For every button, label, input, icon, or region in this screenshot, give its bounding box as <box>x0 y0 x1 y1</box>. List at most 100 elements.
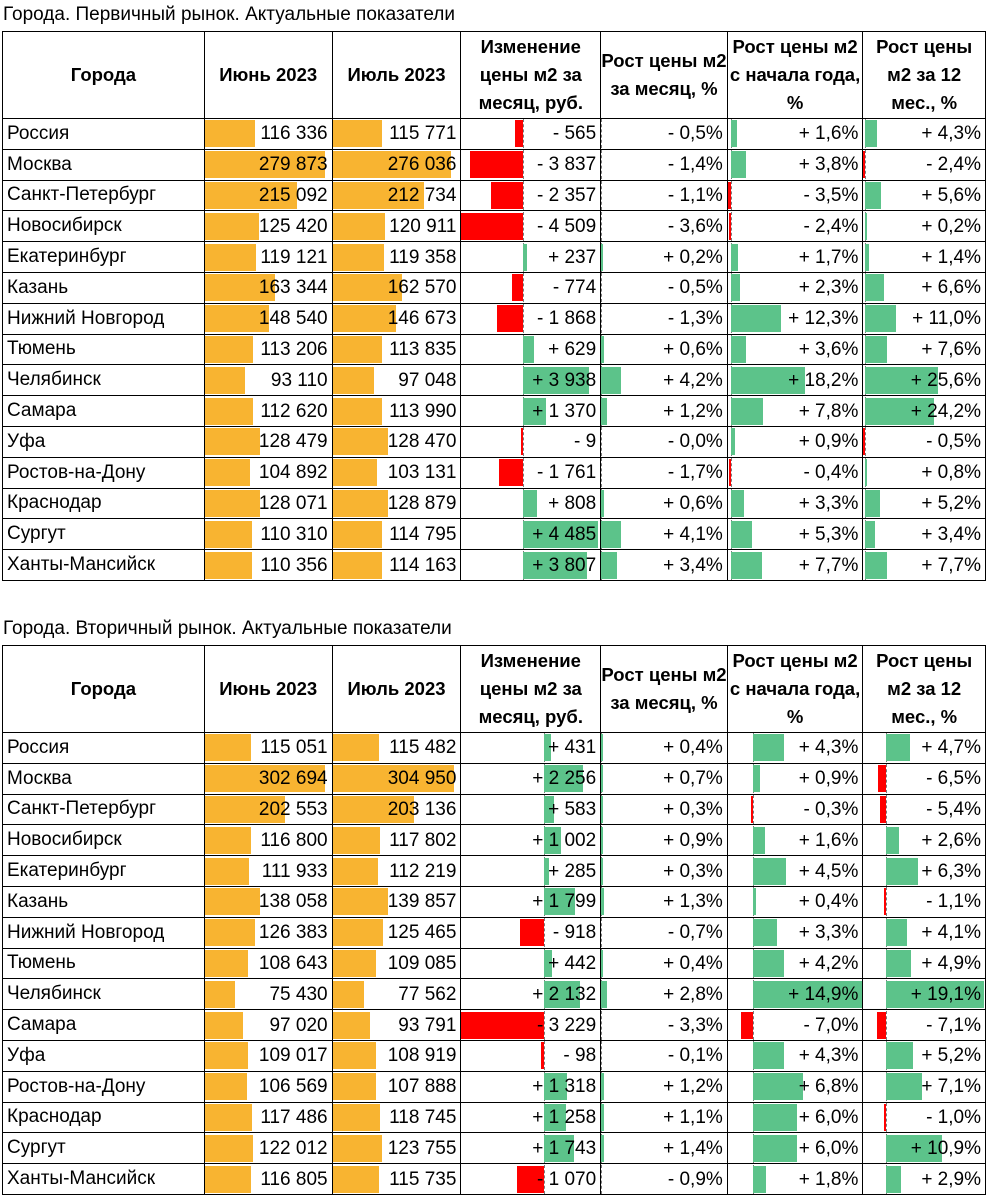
positive-data-bar <box>886 949 912 977</box>
growth-month-value: - 0,5% <box>667 277 723 299</box>
positive-data-bar <box>601 765 604 793</box>
price-data-bar <box>333 212 385 240</box>
change-cell: + 3 938 <box>462 365 600 395</box>
negative-data-bar <box>884 1103 887 1131</box>
negative-data-bar <box>601 1012 602 1039</box>
positive-data-bar <box>865 459 868 487</box>
growth-ytd-value: + 2,3% <box>798 277 859 299</box>
growth-12m-value: + 3,4% <box>921 523 981 545</box>
positive-data-bar <box>601 826 604 854</box>
growth-12m-value: + 5,2% <box>921 492 981 514</box>
positive-data-bar <box>601 888 605 916</box>
growth-ytd-value: + 1,6% <box>798 123 859 145</box>
price-data-bar <box>333 120 382 148</box>
table-row: Тюмень 108 643 109 085 + 442 + 0,4% + 4,2% + 4… <box>2 947 986 980</box>
header-change-rub: Изменение цены м2 за месяц, руб. <box>460 31 602 119</box>
negative-data-bar <box>728 459 731 487</box>
header-change-rub: Изменение цены м2 за месяц, руб. <box>460 645 602 733</box>
growth-month-value: - 1,1% <box>667 184 723 206</box>
growth-ytd-value: - 7,0% <box>803 1014 859 1036</box>
growth-month-cell: + 0,6% <box>601 335 727 364</box>
city-name: Краснодар <box>2 487 205 520</box>
table-row: Самара 97 020 93 791 - 3 229 - 3,3% - 7,0% - 7… <box>2 1009 986 1041</box>
header-row: Города Июнь 2023 Июль 2023 Изменение цен… <box>2 31 986 119</box>
growth-12m-cell: - 2,4% <box>863 150 985 180</box>
june-cell: 75 430 <box>205 980 331 1009</box>
data-bar-axis <box>523 304 525 334</box>
positive-data-bar <box>601 1134 605 1162</box>
june-value: 115 051 <box>260 737 328 759</box>
negative-data-bar <box>521 428 524 456</box>
july-value: 112 219 <box>389 860 457 882</box>
july-value: 118 745 <box>389 1106 457 1128</box>
growth-month-cell: + 2,8% <box>601 979 727 1009</box>
price-data-bar <box>333 857 378 885</box>
growth-12m-cell: + 5,6% <box>864 181 985 210</box>
july-value: 162 570 <box>387 277 457 299</box>
growth-month-cell: + 0,9% <box>601 825 727 855</box>
table-row: Екатеринбург 119 121 119 358 + 237 + 0,2% + 1… <box>2 241 986 273</box>
header-city: Города <box>2 645 205 733</box>
table-row: Челябинск 75 430 77 562 + 2 132 + 2,8% + 14,9… <box>2 978 986 1011</box>
primary-market-table: Города Июнь 2023 Июль 2023 Изменение цен… <box>2 31 986 581</box>
growth-month-cell: + 0,4% <box>601 949 727 978</box>
growth-12m-cell: + 4,3% <box>864 119 985 149</box>
growth-ytd-cell: + 1,6% <box>728 825 862 855</box>
positive-data-bar <box>865 243 870 271</box>
price-data-bar <box>333 274 402 302</box>
negative-data-bar <box>601 1166 602 1193</box>
change-cell: + 431 <box>462 733 600 763</box>
growth-ytd-value: + 3,6% <box>798 338 859 360</box>
price-data-bar <box>333 366 374 394</box>
june-cell: 97 020 <box>205 1011 331 1040</box>
positive-data-bar <box>752 949 784 977</box>
june-value: 93 110 <box>270 369 328 391</box>
data-bar-axis <box>601 458 603 488</box>
table-row: Казань 138 058 139 857 + 1 799 + 1,3% + 0,4% -… <box>2 885 986 918</box>
change-cell: - 2 357 <box>462 181 600 210</box>
growth-12m-cell: + 19,1% <box>864 979 985 1009</box>
secondary-market-title: Города. Вторичный рынок. Актуальные пока… <box>3 618 452 639</box>
growth-month-cell: + 1,2% <box>601 1072 727 1102</box>
june-cell: 112 620 <box>205 397 331 426</box>
july-cell: 107 888 <box>333 1072 460 1101</box>
header-growth-12m: Рост цены м2 за 12 мес., % <box>862 645 986 733</box>
data-bar-axis <box>523 427 525 457</box>
growth-ytd-cell: + 3,6% <box>728 335 862 364</box>
change-value: - 565 <box>552 123 597 145</box>
growth-12m-value: + 11,0% <box>912 308 981 330</box>
july-cell: 117 802 <box>333 826 460 855</box>
negative-data-bar <box>728 181 731 209</box>
june-value: 110 356 <box>260 554 328 576</box>
july-cell: 115 771 <box>333 119 460 148</box>
july-cell: 103 131 <box>333 458 460 487</box>
city-name: Новосибирск <box>2 824 205 857</box>
change-cell: - 3 837 <box>462 150 600 180</box>
data-bar-axis <box>865 427 867 457</box>
positive-data-bar <box>730 551 762 579</box>
change-value: + 1 002 <box>532 829 597 851</box>
positive-data-bar <box>601 734 604 762</box>
positive-data-bar <box>730 151 746 179</box>
growth-month-cell: - 3,6% <box>601 211 727 241</box>
growth-ytd-cell: + 2,3% <box>728 273 862 303</box>
positive-data-bar <box>865 366 939 394</box>
june-value: 112 620 <box>260 400 328 422</box>
city-name: Казань <box>2 885 205 918</box>
table-row: Уфа 128 479 128 470 - 9 - 0,0% + 0,9% - 0,5% <box>2 425 986 458</box>
growth-ytd-value: + 18,2% <box>788 369 859 391</box>
july-value: 119 358 <box>389 246 457 268</box>
city-name: Самара <box>2 395 205 427</box>
negative-data-bar <box>601 182 602 209</box>
growth-12m-value: + 24,2% <box>910 400 981 422</box>
july-value: 109 085 <box>387 952 457 974</box>
positive-data-bar <box>730 397 763 425</box>
growth-month-cell: + 0,7% <box>601 764 727 794</box>
growth-month-value: + 0,4% <box>663 952 723 974</box>
growth-month-cell: - 1,3% <box>601 304 727 334</box>
growth-12m-cell: + 1,4% <box>864 242 985 272</box>
june-value: 128 071 <box>258 492 328 514</box>
growth-month-value: + 0,4% <box>663 737 723 759</box>
price-data-bar <box>333 397 382 425</box>
july-value: 93 791 <box>398 1014 457 1036</box>
